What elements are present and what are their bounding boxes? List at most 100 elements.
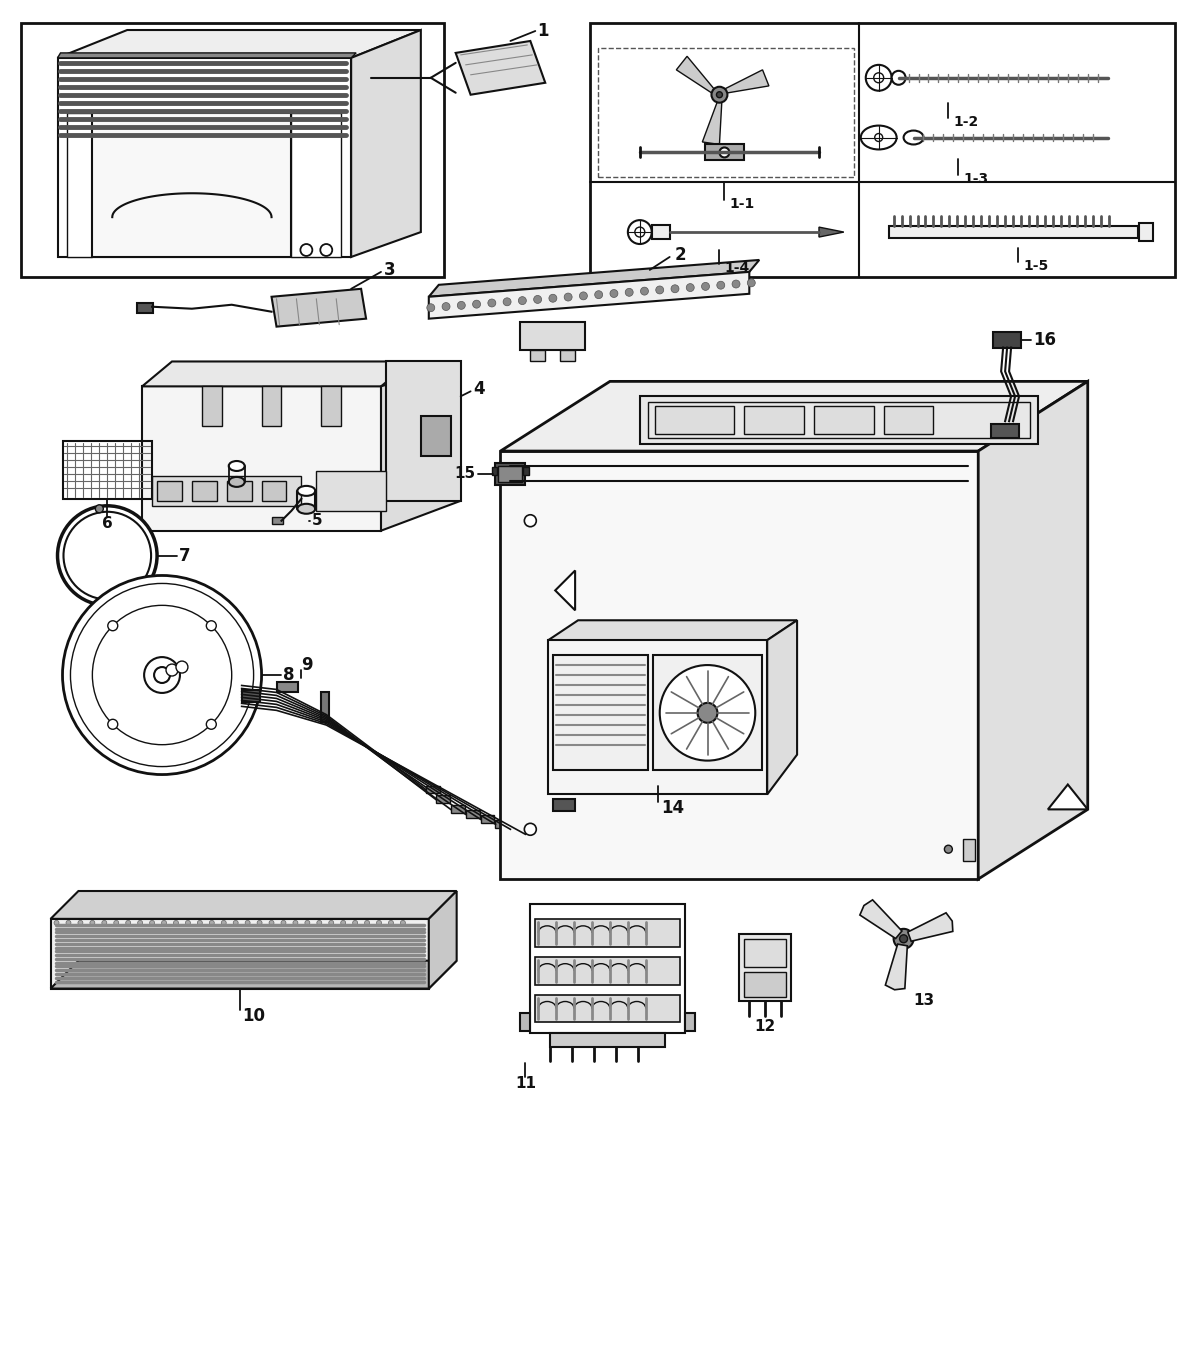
Bar: [202, 386, 222, 426]
Polygon shape: [428, 891, 457, 989]
Circle shape: [353, 921, 358, 925]
Bar: [152, 476, 301, 506]
Polygon shape: [702, 102, 721, 145]
Bar: [262, 386, 282, 426]
Circle shape: [865, 65, 892, 91]
Bar: [227, 481, 252, 500]
Circle shape: [457, 301, 466, 309]
Bar: [704, 145, 744, 160]
Circle shape: [245, 921, 250, 925]
Polygon shape: [500, 381, 1087, 452]
Bar: [192, 481, 217, 500]
Polygon shape: [382, 362, 461, 530]
Polygon shape: [725, 69, 769, 94]
Bar: [551, 1033, 665, 1047]
Circle shape: [186, 921, 191, 925]
Polygon shape: [548, 620, 797, 640]
Ellipse shape: [860, 126, 896, 149]
Circle shape: [442, 302, 450, 311]
Text: 3: 3: [384, 260, 396, 279]
Text: 15: 15: [455, 466, 475, 481]
Bar: [496, 462, 526, 485]
Bar: [964, 839, 976, 861]
Circle shape: [900, 934, 907, 942]
Circle shape: [95, 504, 103, 513]
Circle shape: [64, 511, 151, 599]
Bar: [62, 441, 152, 499]
Polygon shape: [908, 913, 953, 941]
Circle shape: [671, 285, 679, 293]
Text: 1-4: 1-4: [725, 260, 750, 275]
Text: 1-1: 1-1: [730, 197, 755, 212]
Bar: [653, 655, 762, 770]
Polygon shape: [886, 944, 907, 990]
Polygon shape: [67, 113, 92, 256]
Polygon shape: [978, 381, 1087, 879]
Bar: [523, 466, 529, 475]
Polygon shape: [58, 58, 352, 256]
Circle shape: [317, 921, 322, 925]
Circle shape: [524, 823, 536, 835]
Circle shape: [305, 921, 310, 925]
Circle shape: [534, 296, 541, 304]
Bar: [1140, 224, 1153, 241]
Circle shape: [206, 719, 216, 730]
Circle shape: [144, 658, 180, 693]
Circle shape: [702, 282, 709, 290]
Bar: [530, 350, 545, 362]
Polygon shape: [92, 113, 292, 256]
Bar: [480, 815, 494, 823]
Circle shape: [548, 294, 557, 302]
Circle shape: [78, 921, 83, 925]
Text: 9: 9: [301, 656, 313, 674]
Text: 1: 1: [538, 22, 548, 41]
Polygon shape: [1048, 785, 1087, 810]
Text: 14: 14: [661, 800, 684, 818]
Circle shape: [174, 921, 179, 925]
Polygon shape: [386, 362, 461, 500]
Circle shape: [401, 921, 406, 925]
Circle shape: [610, 290, 618, 297]
Bar: [241, 690, 259, 702]
Bar: [744, 938, 786, 967]
Circle shape: [365, 921, 370, 925]
Bar: [535, 994, 679, 1022]
Circle shape: [716, 92, 722, 98]
Circle shape: [329, 921, 334, 925]
Text: 8: 8: [283, 666, 295, 683]
Circle shape: [281, 921, 286, 925]
Bar: [530, 904, 685, 1033]
Circle shape: [580, 292, 587, 300]
Bar: [598, 47, 854, 178]
Polygon shape: [677, 57, 714, 94]
Circle shape: [257, 921, 262, 925]
Bar: [466, 811, 480, 819]
Circle shape: [166, 664, 178, 677]
Circle shape: [892, 71, 906, 85]
Circle shape: [206, 621, 216, 631]
Circle shape: [102, 921, 107, 925]
Bar: [553, 800, 575, 811]
Circle shape: [197, 921, 203, 925]
Circle shape: [389, 921, 394, 925]
Bar: [553, 655, 648, 770]
Circle shape: [162, 921, 167, 925]
Circle shape: [221, 921, 227, 925]
Bar: [883, 407, 934, 434]
Circle shape: [427, 304, 434, 312]
Text: 16: 16: [1033, 331, 1056, 348]
Circle shape: [875, 133, 883, 141]
Bar: [739, 934, 791, 1002]
Circle shape: [716, 281, 725, 289]
Bar: [322, 692, 329, 721]
Polygon shape: [421, 416, 451, 456]
Circle shape: [518, 297, 527, 305]
Circle shape: [712, 87, 727, 103]
Circle shape: [503, 298, 511, 306]
Circle shape: [114, 921, 119, 925]
Circle shape: [748, 279, 755, 287]
Text: 1-5: 1-5: [1024, 259, 1049, 273]
Text: 4: 4: [474, 380, 485, 399]
Polygon shape: [860, 900, 902, 938]
Bar: [991, 424, 1019, 438]
